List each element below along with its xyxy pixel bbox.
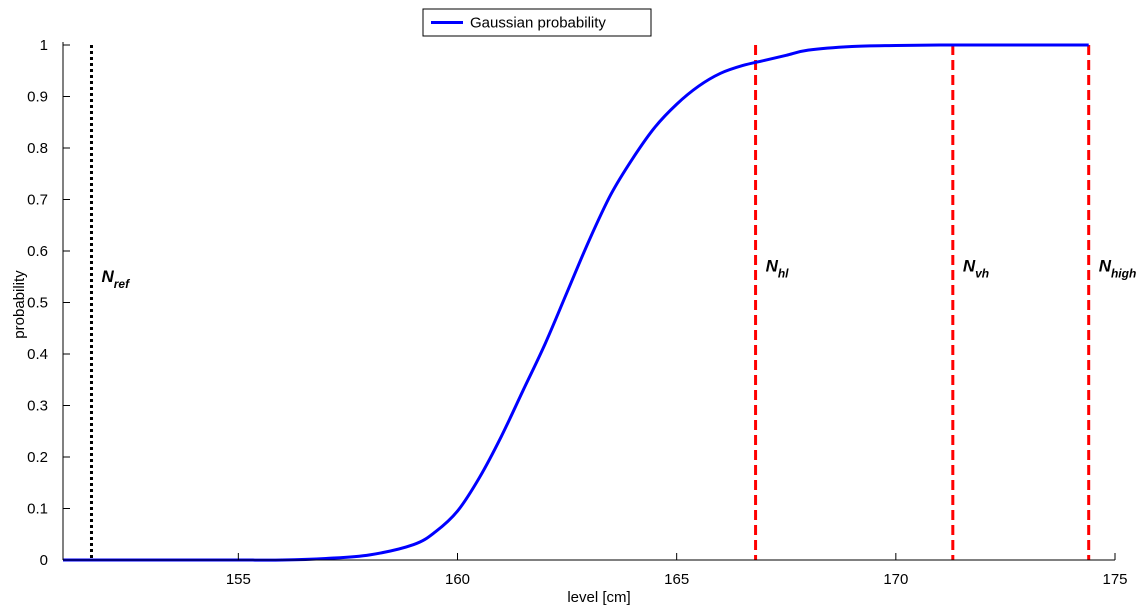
- ref-line-label-vh: Nvh: [963, 256, 989, 280]
- x-axis-title: level [cm]: [567, 589, 630, 606]
- y-tick-label: 0.5: [27, 295, 48, 312]
- ref-line-label-high: Nhigh: [1099, 256, 1137, 280]
- y-tick-label: 0.8: [27, 140, 48, 157]
- y-tick-label: 1: [40, 37, 48, 54]
- ref-line-label-main: N: [963, 256, 976, 275]
- x-tick-label: 170: [883, 571, 908, 588]
- y-tick-label: 0.3: [27, 398, 48, 415]
- y-tick-label: 0.9: [27, 89, 48, 106]
- x-tick-label: 160: [445, 571, 470, 588]
- ref-line-label-ref: Nref: [101, 267, 130, 291]
- ref-line-label-sub: high: [1111, 266, 1136, 280]
- y-tick-label: 0.2: [27, 449, 48, 466]
- y-tick-label: 0: [40, 552, 48, 569]
- y-tick-label: 0.1: [27, 501, 48, 518]
- y-tick-label: 0.6: [27, 243, 48, 260]
- series-line-gaussian-probability: [63, 43, 1089, 562]
- y-tick-label: 0.7: [27, 192, 48, 209]
- y-tick-label: 0.4: [27, 346, 48, 363]
- axes: 155 160 165 170 175 0 0.1 0.2 0.3 0.4 0.5 0.6 0.7 0.8…: [11, 37, 1128, 606]
- ref-line-label-hl: Nhl: [766, 256, 790, 280]
- x-tick-label: 155: [226, 571, 251, 588]
- ref-line-label-sub: vh: [975, 266, 989, 280]
- legend-label: Gaussian probability: [470, 15, 606, 32]
- ref-line-label-main: N: [766, 256, 779, 275]
- ref-line-label-main: N: [101, 267, 114, 286]
- x-tick-label: 165: [664, 571, 689, 588]
- ref-line-label-main: N: [1099, 256, 1112, 275]
- x-tick-label: 175: [1102, 571, 1127, 588]
- legend: Gaussian probability: [422, 8, 652, 37]
- ref-line-label-sub: ref: [114, 277, 130, 291]
- y-axis-title: probability: [11, 270, 28, 339]
- ref-line-label-sub: hl: [778, 266, 789, 280]
